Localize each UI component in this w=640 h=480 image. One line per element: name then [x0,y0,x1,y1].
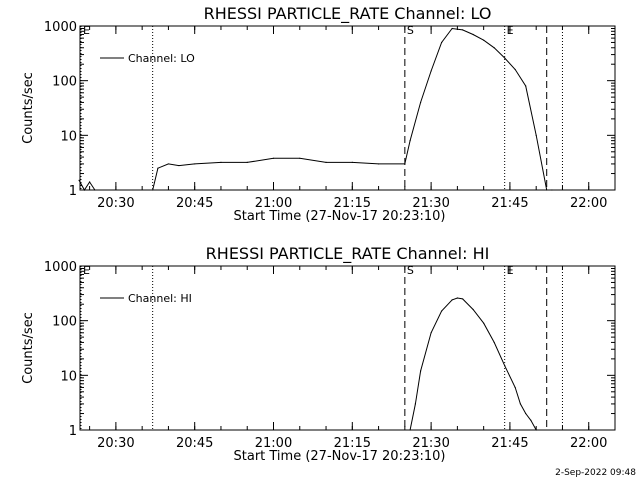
x-tick-label: 21:15 [334,196,371,211]
timestamp: 2-Sep-2022 09:48 [555,468,636,478]
data-point [272,157,275,159]
flare-marker-label: E [507,264,514,277]
data-point [430,70,432,72]
chart-title: RHESSI PARTICLE_RATE Channel: HI [206,244,490,264]
y-tick-label: 1 [69,424,77,439]
data-point [78,179,80,181]
y-axis-label: Counts/sec [21,72,36,144]
data-point [377,163,380,165]
data-point [351,161,353,163]
data-point [483,39,485,41]
data-point [462,29,464,31]
data-point [451,27,453,30]
data-point [430,332,432,334]
x-tick-label: 21:15 [334,436,371,451]
data-point [414,403,416,405]
x-axis-label: Start Time (27-Nov-17 20:23:10) [234,209,446,224]
data-point [456,297,458,299]
x-tick-label: 21:00 [255,196,292,211]
x-tick-label: 20:45 [176,436,213,451]
data-point [167,163,170,165]
data-point [89,181,91,183]
y-tick-label: 1000 [44,260,77,275]
x-tick-label: 21:30 [412,196,449,211]
data-point [409,140,411,142]
data-line [409,297,537,431]
flare-marker-label: S [407,264,414,277]
legend-label: Channel: HI [128,292,192,305]
data-point [525,85,527,87]
data-point [493,47,495,49]
data-point [525,412,527,415]
data-point [325,161,327,163]
data-point [246,161,248,163]
x-tick-label: 20:30 [97,436,134,451]
data-point [409,429,411,431]
data-point [535,429,537,431]
data-point [514,386,516,389]
flare-marker-label: E [507,24,514,37]
flare-marker-label: E [83,24,90,37]
chart-title: RHESSI PARTICLE_RATE Channel: LO [204,4,492,24]
y-tick-label: 1000 [44,20,77,35]
data-point [519,403,522,405]
data-point [178,164,180,167]
data-point [472,308,474,311]
x-tick-label: 20:45 [176,196,213,211]
y-tick-label: 100 [52,315,77,330]
data-point [483,322,485,324]
data-point [493,341,495,344]
data-point [504,57,506,59]
plot-frame [79,265,616,431]
legend-label: Channel: LO [128,52,195,65]
flare-marker-label: E [83,264,90,277]
y-tick-label: 100 [52,75,77,90]
y-tick-label: 1 [69,184,77,199]
x-tick-label: 21:30 [412,436,449,451]
y-axis-label: Counts/sec [21,312,36,384]
data-point [94,189,96,191]
data-point [472,33,474,36]
data-line [78,27,552,191]
data-point [404,163,406,165]
data-point [152,189,154,191]
x-tick-label: 20:30 [97,196,134,211]
data-point [441,310,443,312]
x-tick-label: 21:00 [255,436,292,451]
data-point [157,167,159,169]
data-point [420,370,422,372]
data-point [420,101,422,104]
data-point [462,298,464,300]
y-tick-label: 10 [60,129,77,144]
data-point [546,189,548,191]
data-point [514,68,516,71]
data-point [535,134,537,136]
data-point [220,161,222,163]
x-tick-label: 22:00 [570,436,607,451]
x-tick-label: 21:45 [491,436,528,451]
data-point [83,189,85,191]
plot-frame [79,25,616,191]
data-point [299,157,301,159]
data-point [551,189,553,191]
x-tick-label: 21:45 [491,196,528,211]
x-axis-label: Start Time (27-Nov-17 20:23:10) [234,449,446,464]
data-point [451,299,453,301]
data-point [504,365,506,367]
data-point [194,163,196,165]
flare-marker-label: S [407,24,414,37]
data-point [441,41,443,44]
chart-panel-lo: RHESSI PARTICLE_RATE Channel: LO 1 10 100 10… [21,4,616,224]
data-point [530,419,532,421]
chart-panel-hi: RHESSI PARTICLE_RATE Channel: HI 1 10 100 10… [21,244,616,464]
y-tick-label: 10 [60,369,77,384]
x-tick-label: 22:00 [570,196,607,211]
